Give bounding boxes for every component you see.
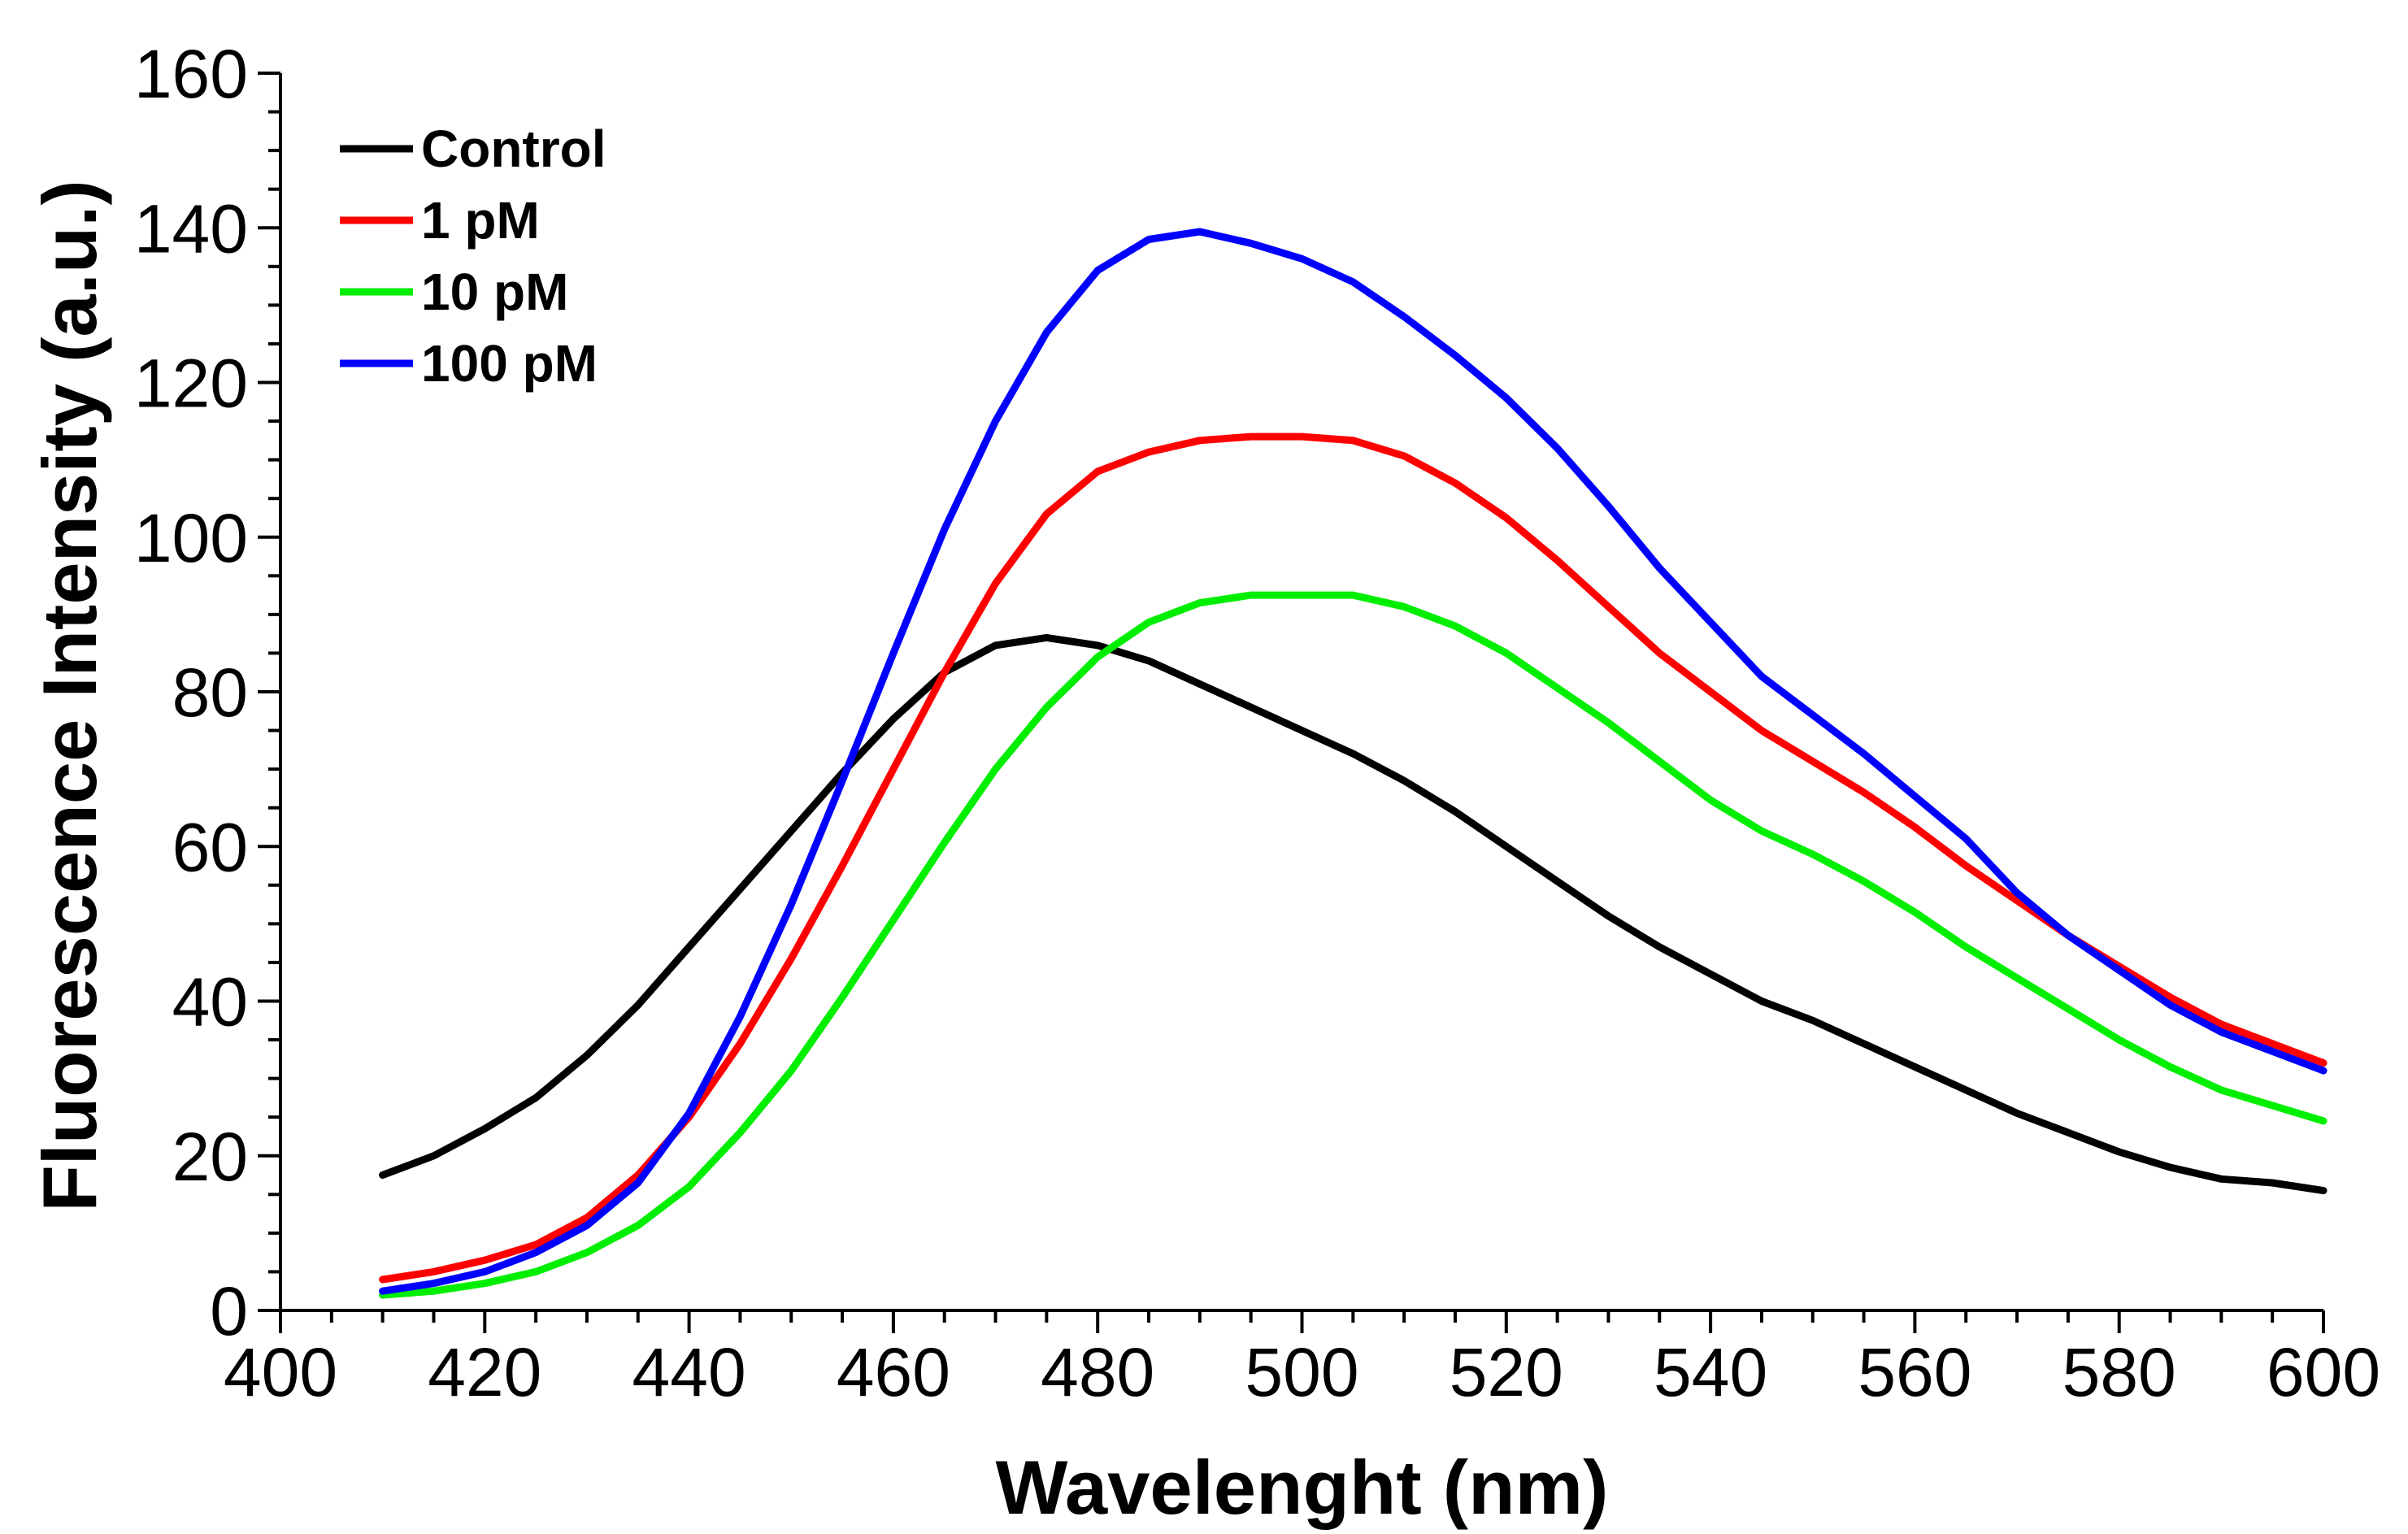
series-line-control <box>379 633 2328 1195</box>
x-axis-title: Wavelenght (nm) <box>996 1445 1609 1530</box>
y-tick-label: 40 <box>172 964 248 1041</box>
y-tick-label: 0 <box>210 1273 248 1349</box>
series-line-100-pm <box>379 228 2328 1295</box>
y-tick-label: 60 <box>172 809 248 885</box>
x-tick-label: 440 <box>632 1334 746 1410</box>
x-tick-label: 540 <box>1654 1334 1767 1410</box>
series-line-10-pm <box>379 591 2328 1299</box>
x-tick-label: 420 <box>428 1334 541 1410</box>
y-axis-title: Fluorescence Intensity (a.u.) <box>27 180 112 1211</box>
x-tick-label: 480 <box>1041 1334 1154 1410</box>
series-layer <box>379 228 2328 1299</box>
series-line-1-pm <box>379 432 2328 1284</box>
axis-ticks <box>258 72 2325 1333</box>
y-tick-label: 20 <box>172 1119 248 1195</box>
x-tick-label: 500 <box>1245 1334 1358 1410</box>
legend-label: Control <box>421 120 606 178</box>
x-tick-label: 560 <box>1858 1334 1971 1410</box>
legend-label: 100 pM <box>421 334 598 393</box>
x-tick-label: 520 <box>1450 1334 1563 1410</box>
y-tick-label: 140 <box>134 190 248 267</box>
y-tick-label: 100 <box>134 500 248 576</box>
y-tick-label: 160 <box>134 36 248 112</box>
x-tick-label: 400 <box>224 1334 337 1410</box>
legend: Control 1 pM 10 pM 100 pM <box>340 120 606 393</box>
legend-label: 10 pM <box>421 263 568 321</box>
y-tick-labels: 0 20 40 60 80 100 120 140 160 <box>134 36 248 1349</box>
y-tick-label: 120 <box>134 345 248 422</box>
x-tick-label: 600 <box>2267 1334 2380 1410</box>
x-tick-labels: 400 420 440 460 480 500 520 540 560 580 600 <box>224 1334 2380 1410</box>
y-tick-label: 80 <box>172 654 248 731</box>
x-tick-label: 460 <box>837 1334 950 1410</box>
legend-label: 1 pM <box>421 191 540 250</box>
x-tick-label: 580 <box>2062 1334 2176 1410</box>
